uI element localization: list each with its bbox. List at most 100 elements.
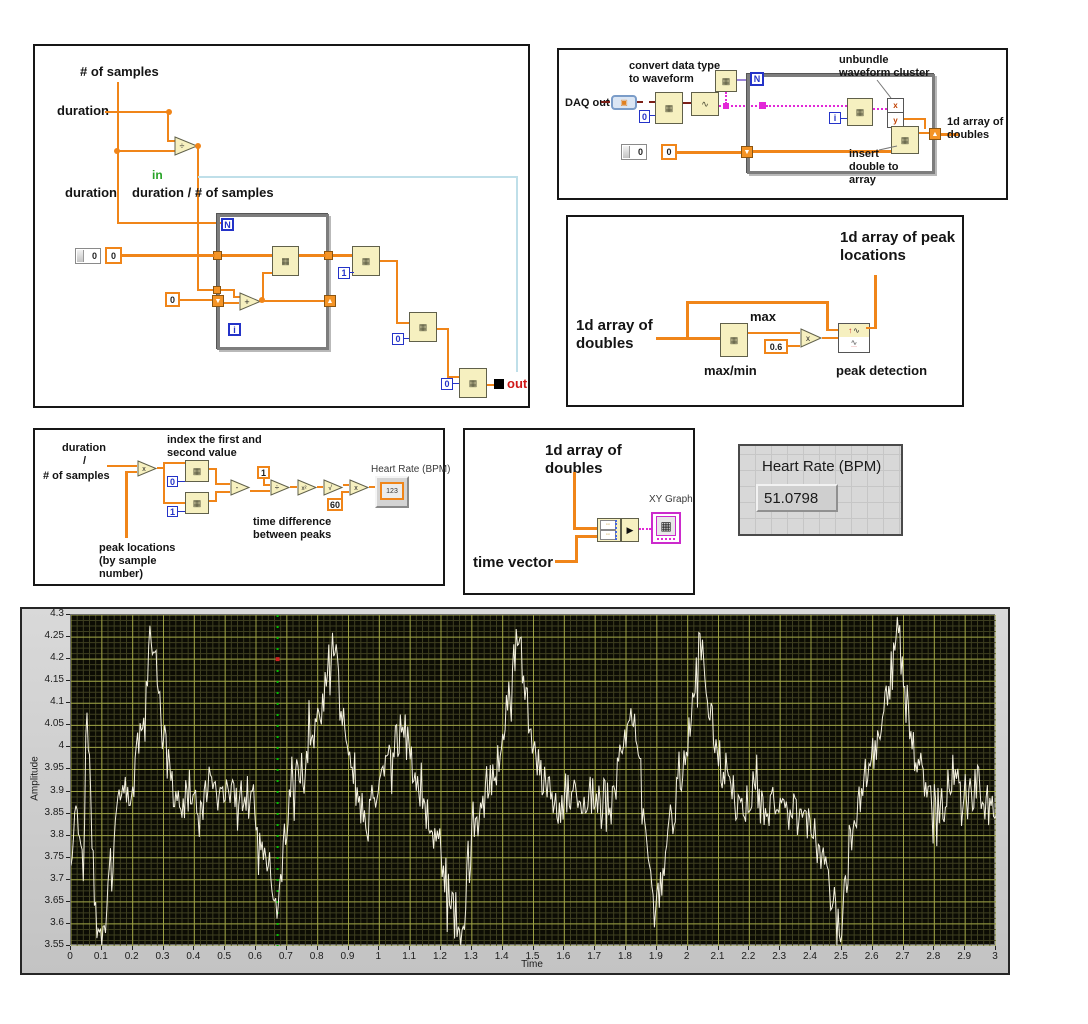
- cursor-marker[interactable]: [275, 657, 280, 662]
- numeric-constant[interactable]: 1: [338, 267, 350, 279]
- x-tick-mark: [933, 946, 935, 950]
- index-note: index the first and second value: [167, 434, 262, 459]
- daq-out-icon[interactable]: ▣: [611, 95, 637, 110]
- daqmx-read-node-icon[interactable]: ▦: [655, 92, 683, 124]
- x-tick-label: 1.7: [587, 951, 602, 962]
- shift-register-left-icon: ▼: [212, 295, 224, 307]
- multiply-node-icon[interactable]: x: [137, 460, 158, 477]
- plot-area[interactable]: [70, 614, 997, 947]
- x-tick-label: 2.4: [803, 951, 817, 962]
- x-tick-label: 2.5: [833, 951, 848, 962]
- multiply-node-icon[interactable]: x: [800, 328, 823, 348]
- unbundle-node[interactable]: x y: [887, 98, 904, 128]
- index-array-node-icon[interactable]: ▦: [847, 98, 873, 126]
- index-constant[interactable]: 0: [167, 476, 178, 487]
- index-constant[interactable]: 1: [167, 506, 178, 517]
- x-tick-label: 0.6: [248, 951, 262, 962]
- svg-text:+: +: [244, 297, 249, 307]
- numeric-constant[interactable]: 0: [392, 333, 404, 345]
- x-tick-label: 1: [375, 951, 382, 962]
- threshold-constant[interactable]: 0.6: [764, 339, 788, 354]
- index-array-node-icon[interactable]: ▦: [185, 492, 209, 514]
- bundle-node[interactable]: ◦◦ ◦◦: [597, 518, 621, 542]
- max-min-node-icon[interactable]: ▦: [720, 323, 748, 357]
- xy-graph-label: XY Graph: [649, 494, 693, 505]
- wire: [233, 296, 241, 298]
- numeric-constant[interactable]: 0: [639, 110, 650, 123]
- y-tick-mark: [66, 812, 70, 814]
- wire: [822, 337, 838, 339]
- loop-count-terminal: N: [750, 72, 764, 86]
- xy-graph-node[interactable]: ▦: [651, 512, 681, 544]
- y-tick-label: 3.9: [50, 784, 64, 796]
- convert-to-xy-node-icon[interactable]: ∿: [691, 92, 719, 116]
- peak-detector-node[interactable]: ↑ ∿ ∿ ···: [838, 323, 870, 353]
- wire: [250, 490, 270, 492]
- x-tick-mark: [224, 946, 226, 950]
- heart-rate-value[interactable]: 51.0798: [756, 484, 838, 512]
- x-tick-label: 3: [992, 951, 998, 962]
- wire: [573, 527, 597, 530]
- numeric-constant[interactable]: 60: [327, 498, 343, 511]
- x-tick-label: 0: [67, 951, 73, 962]
- wire: [122, 254, 215, 257]
- x-tick-label: 1.8: [618, 951, 632, 962]
- numeric-constant[interactable]: 0: [105, 247, 122, 264]
- y-tick-label: 4.25: [44, 630, 64, 642]
- for-loop[interactable]: [217, 214, 329, 350]
- numeric-control[interactable]: 0: [621, 144, 647, 160]
- wire: [841, 118, 847, 119]
- for-loop[interactable]: [747, 74, 935, 174]
- bundle-cell-icon: ◦◦: [600, 520, 616, 530]
- subtract-node-icon[interactable]: -: [230, 479, 251, 496]
- y-tick-label: 3.75: [44, 850, 64, 862]
- x-tick-mark: [347, 946, 349, 950]
- index-array-node-icon[interactable]: ▦: [185, 460, 209, 482]
- wire: [341, 492, 343, 503]
- x-tick-mark: [748, 946, 750, 950]
- hr-indicator[interactable]: 123: [375, 476, 409, 508]
- iteration-constant[interactable]: i: [829, 112, 841, 124]
- daq-out-label: DAQ out: [565, 97, 610, 109]
- wire: [686, 301, 689, 339]
- wire: [222, 254, 272, 257]
- multiply-node-icon[interactable]: x: [349, 479, 370, 496]
- wire: [919, 132, 931, 134]
- wire: [163, 502, 185, 504]
- x-tick-label: 2.6: [864, 951, 879, 962]
- peak-detector-bottom-icon: ∿ ···: [839, 337, 869, 352]
- unbundle-x-cell: x: [888, 99, 903, 113]
- x-tick-mark: [316, 946, 318, 950]
- divide-node-icon[interactable]: ÷: [270, 479, 291, 496]
- maxmin-label: max/min: [704, 363, 757, 378]
- y-tick-mark: [66, 724, 70, 726]
- replace-array-node-icon[interactable]: ▦: [459, 368, 487, 398]
- add-node-icon[interactable]: +: [239, 292, 262, 311]
- numeric-constant[interactable]: 0: [441, 378, 453, 390]
- y-tick-label: 4.2: [50, 652, 64, 664]
- wire: [262, 272, 272, 274]
- divide-node-icon[interactable]: ÷: [174, 136, 199, 156]
- build-array-node-icon[interactable]: ▦: [272, 246, 299, 276]
- numeric-constant[interactable]: 1: [257, 466, 270, 479]
- x-tick-label: 2: [683, 951, 690, 962]
- numeric-control[interactable]: 0: [75, 248, 101, 264]
- convert-to-waveform-node-icon[interactable]: ▦: [715, 70, 737, 92]
- numeric-constant[interactable]: 0: [165, 292, 180, 307]
- long-wire: [516, 176, 518, 372]
- wire: [677, 151, 741, 154]
- dynamic-data-wire: [725, 92, 727, 104]
- wire: [117, 150, 177, 152]
- x-tick-mark: [409, 946, 411, 950]
- square-node-icon[interactable]: x²: [297, 479, 318, 496]
- sqrt-node-icon[interactable]: √: [323, 479, 344, 496]
- wire: [167, 140, 177, 142]
- insert-array-node-icon[interactable]: ▦: [409, 312, 437, 342]
- array-subset-node-icon[interactable]: ▦: [352, 246, 380, 276]
- wire: [396, 322, 409, 324]
- svg-text:x: x: [806, 334, 810, 343]
- numeric-constant[interactable]: 0: [661, 144, 677, 160]
- y-tick-label: 4.15: [44, 674, 64, 686]
- x-tick-label: 1.1: [402, 951, 417, 962]
